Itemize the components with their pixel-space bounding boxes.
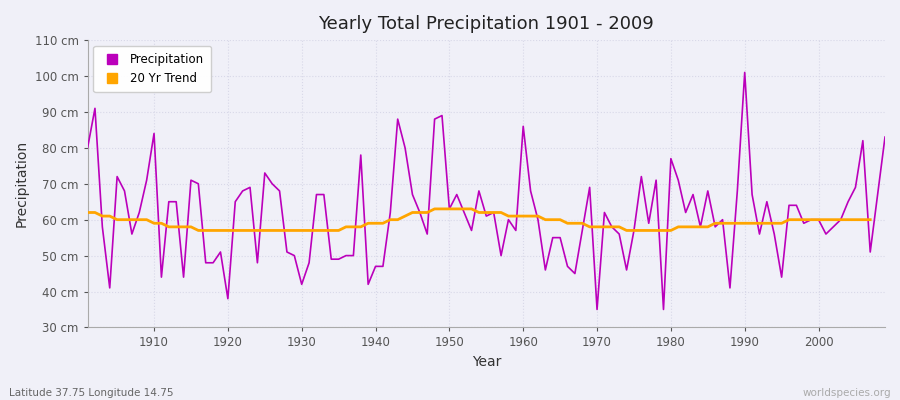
Title: Yearly Total Precipitation 1901 - 2009: Yearly Total Precipitation 1901 - 2009 <box>319 15 654 33</box>
Y-axis label: Precipitation: Precipitation <box>15 140 29 227</box>
Text: Latitude 37.75 Longitude 14.75: Latitude 37.75 Longitude 14.75 <box>9 388 174 398</box>
Legend: Precipitation, 20 Yr Trend: Precipitation, 20 Yr Trend <box>94 46 212 92</box>
X-axis label: Year: Year <box>472 355 501 369</box>
Text: worldspecies.org: worldspecies.org <box>803 388 891 398</box>
